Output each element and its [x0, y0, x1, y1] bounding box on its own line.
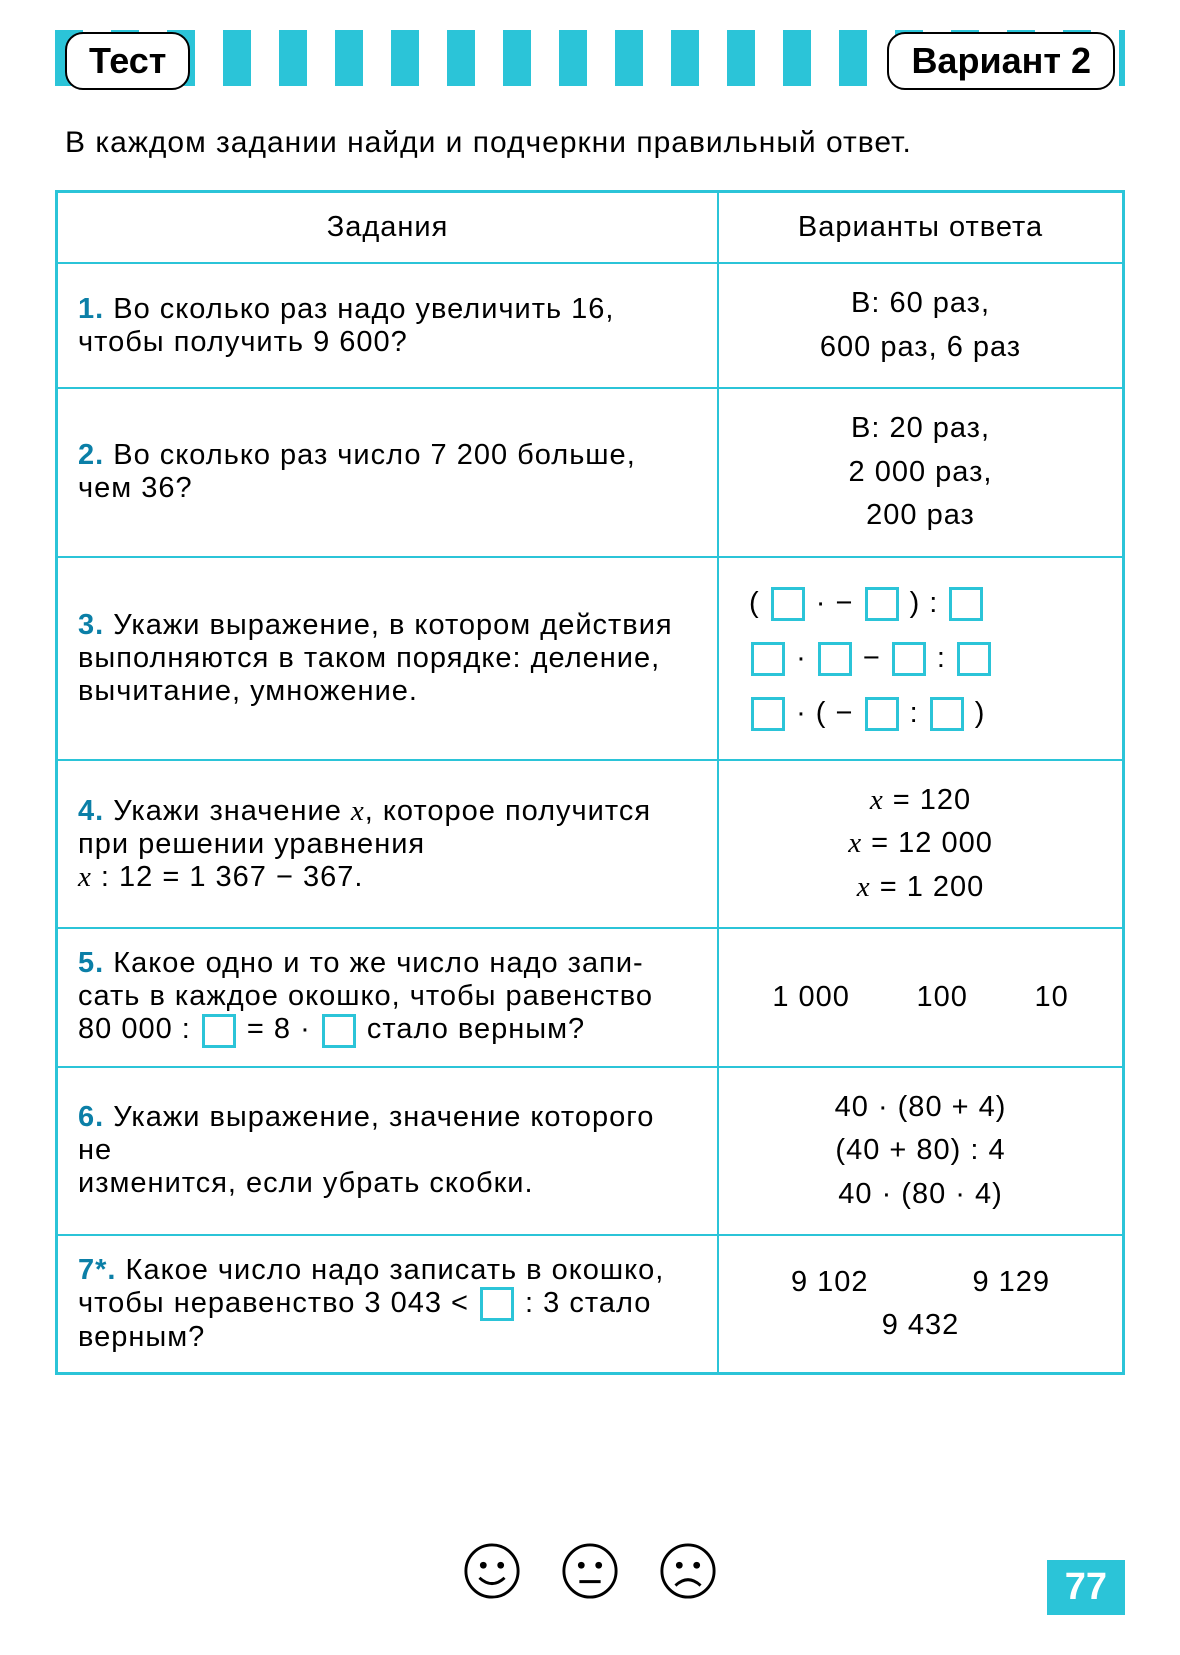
question-text: 80 000 : [78, 1013, 200, 1045]
answer-option: 9 432 [882, 1309, 960, 1341]
variable-x: x [857, 871, 871, 903]
blank-box [322, 1014, 356, 1048]
answer-option: 200 раз [866, 499, 975, 531]
question-number: 2. [78, 439, 104, 471]
answer-option: 9 102 [791, 1261, 869, 1305]
answer-option: x = 120 [739, 779, 1102, 823]
blank-box [892, 642, 926, 676]
question-text: верным? [78, 1321, 205, 1353]
answer-option: 2 000 раз, [849, 456, 993, 488]
blank-box [949, 587, 983, 621]
question-text: = 8 · [238, 1013, 320, 1045]
blank-box [751, 697, 785, 731]
answer-option: 600 раз, 6 раз [820, 331, 1021, 363]
variable-x: x [870, 784, 884, 816]
question-text: при решении уравнения [78, 828, 425, 860]
answer-text: = 1 200 [871, 871, 985, 903]
question-text: : 12 = 1 367 − 367. [92, 861, 364, 893]
answer-option: В: 20 раз, [851, 412, 990, 444]
blank-box [202, 1014, 236, 1048]
blank-box [930, 697, 964, 731]
answer-option: 40 · (80 · 4) [838, 1178, 1003, 1210]
header-stripe: Тест Вариант 2 [55, 30, 1125, 86]
variable-x: x [351, 795, 365, 827]
answer-option: (40 + 80) : 4 [835, 1134, 1005, 1166]
question-text: , которое получится [365, 795, 651, 827]
table-row: 5. Какое одно и то же число надо запи- с… [57, 928, 1124, 1066]
question-text: Укажи выражение, в котором действия [113, 609, 672, 641]
answer-option: x = 1 200 [739, 866, 1102, 910]
badge-variant: Вариант 2 [887, 32, 1115, 90]
answer-expression: · ( − : ) [739, 686, 1102, 741]
smile-face-icon [463, 1542, 521, 1600]
question-text: Во сколько раз число 7 200 больше, [113, 439, 636, 471]
blank-box [480, 1287, 514, 1321]
table-row: 1. Во сколько раз надо увеличить 16, что… [57, 263, 1124, 388]
blank-box [957, 642, 991, 676]
variable-x: x [848, 827, 862, 859]
table-row: 7*. Какое число надо записать в окошко, … [57, 1235, 1124, 1374]
question-text: сать в каждое окошко, чтобы равенство [78, 980, 653, 1012]
page-number: 77 [1047, 1560, 1125, 1615]
question-number: 3. [78, 609, 104, 641]
answer-option: 100 [916, 981, 967, 1014]
question-text: чтобы неравенство 3 043 < [78, 1287, 478, 1319]
table-row: 4. Укажи значение x, которое получится п… [57, 760, 1124, 929]
table-row: 6. Укажи выражение, значение которого не… [57, 1067, 1124, 1236]
neutral-face-icon [561, 1542, 619, 1600]
question-text: чем 36? [78, 472, 193, 504]
badge-test: Тест [65, 32, 190, 90]
question-text: изменится, если убрать скобки. [78, 1167, 534, 1199]
variable-x: x [78, 861, 92, 893]
answer-expression: ( · − ) : [739, 576, 1102, 631]
sad-face-icon [659, 1542, 717, 1600]
question-number: 1. [78, 293, 104, 325]
question-text: : 3 стало [516, 1287, 651, 1319]
answer-option: В: 60 раз, [851, 287, 990, 319]
question-text: Укажи выражение, значение которого не [78, 1101, 654, 1166]
question-text: Укажи значение [113, 795, 351, 827]
col-header-tasks: Задания [57, 192, 719, 264]
answer-option: x = 12 000 [739, 822, 1102, 866]
question-text: вычитание, умножение. [78, 675, 418, 707]
footer [0, 1542, 1180, 1605]
answer-option: 40 · (80 + 4) [835, 1091, 1007, 1123]
question-text: стало верным? [358, 1013, 585, 1045]
question-text: выполняются в таком порядке: деление, [78, 642, 660, 674]
table-row: 3. Укажи выражение, в котором действия в… [57, 557, 1124, 760]
answer-option: 10 [1034, 981, 1068, 1014]
question-number: 6. [78, 1101, 104, 1133]
blank-box [865, 587, 899, 621]
question-text: Какое число надо записать в окошко, [126, 1254, 665, 1286]
question-text: чтобы получить 9 600? [78, 326, 408, 358]
answer-option: 9 129 [972, 1261, 1050, 1305]
answer-expression: · − : [739, 631, 1102, 686]
answer-option: 1 000 [772, 981, 850, 1014]
question-text: Во сколько раз надо увеличить 16, [113, 293, 614, 325]
instruction-text: В каждом задании найди и подчеркни прави… [65, 126, 1115, 160]
questions-table: Задания Варианты ответа 1. Во сколько ра… [55, 190, 1125, 1375]
col-header-answers: Варианты ответа [718, 192, 1123, 264]
question-text: Какое одно и то же число надо запи- [113, 947, 643, 979]
blank-box [751, 642, 785, 676]
blank-box [818, 642, 852, 676]
blank-box [771, 587, 805, 621]
table-row: 2. Во сколько раз число 7 200 больше, че… [57, 388, 1124, 557]
question-number: 5. [78, 947, 104, 979]
blank-box [865, 697, 899, 731]
answer-text: = 12 000 [862, 827, 993, 859]
question-number: 7*. [78, 1254, 116, 1286]
answer-text: = 120 [884, 784, 971, 816]
question-number: 4. [78, 795, 104, 827]
